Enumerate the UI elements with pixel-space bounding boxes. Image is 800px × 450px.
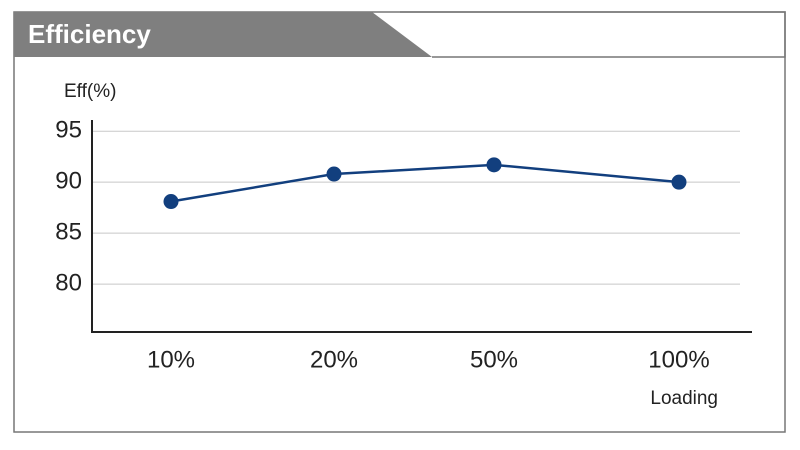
y-axis-label: Eff(%)	[64, 81, 116, 102]
data-point	[671, 174, 687, 190]
series-line	[170, 163, 680, 203]
header-box	[400, 11, 786, 58]
x-tick-label: 100%	[648, 346, 709, 373]
x-tick-label: 10%	[147, 346, 195, 373]
x-tick-label: 50%	[470, 346, 518, 373]
y-tick-label: 85	[55, 218, 82, 245]
axis-line	[91, 120, 752, 333]
y-tick-label: 80	[55, 269, 82, 296]
chart-title: Efficiency	[28, 19, 151, 49]
frame	[13, 11, 786, 433]
title-tab	[14, 12, 432, 57]
y-tick-label: 90	[55, 168, 82, 195]
x-tick-label: 20%	[310, 346, 358, 373]
data-point	[326, 166, 342, 182]
y-tick-label: 95	[55, 117, 82, 144]
data-point	[163, 194, 179, 210]
x-axis-label: Loading	[650, 388, 718, 409]
data-point	[486, 157, 502, 173]
